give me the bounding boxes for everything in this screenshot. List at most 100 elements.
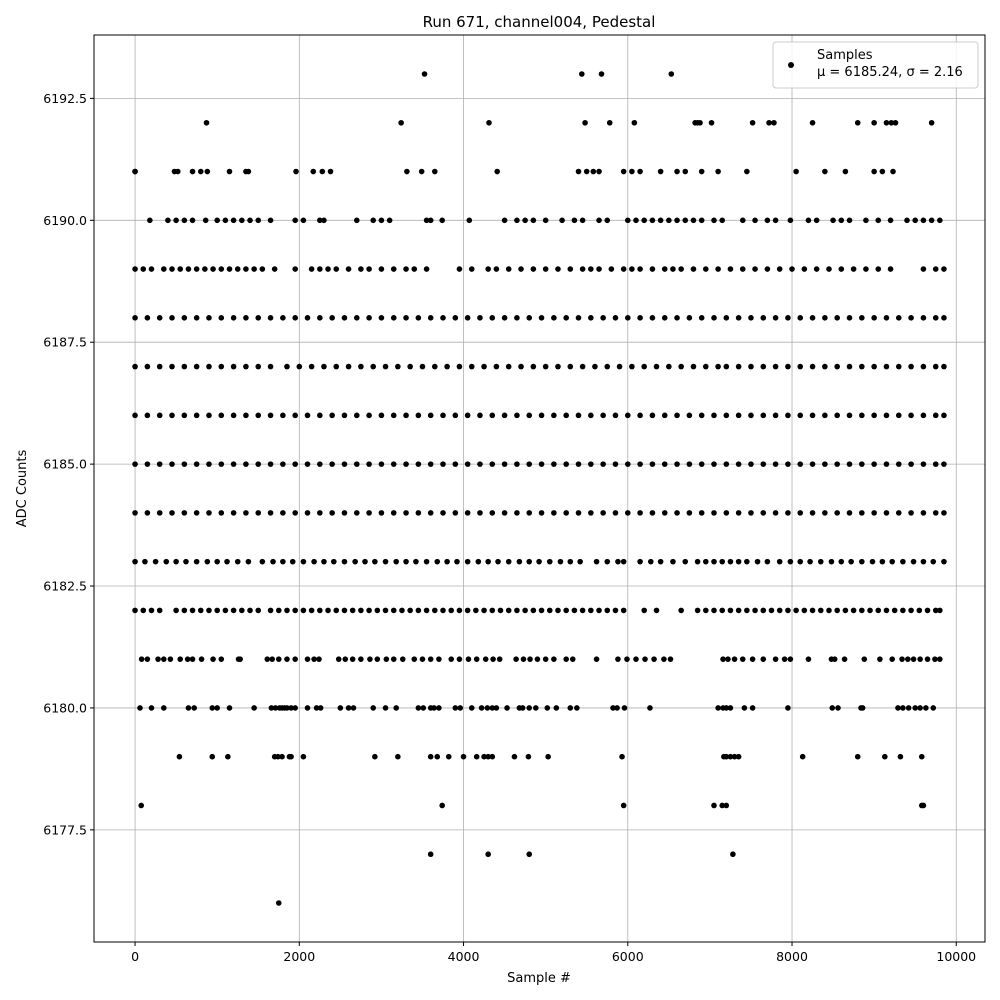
data-point <box>871 119 877 126</box>
data-point <box>920 558 927 565</box>
data-point <box>928 217 935 224</box>
data-point <box>908 461 914 467</box>
data-point <box>399 656 406 662</box>
data-point <box>423 558 430 565</box>
data-point <box>382 558 389 565</box>
chart-title: Run 671, channel004, Pedestal <box>423 13 656 31</box>
data-point <box>809 119 816 126</box>
data-point <box>144 412 151 419</box>
data-point <box>403 266 409 272</box>
data-point <box>624 461 631 467</box>
data-point <box>267 412 274 419</box>
data-point <box>809 607 816 614</box>
data-point <box>404 168 410 175</box>
data-point <box>464 315 471 321</box>
data-point <box>653 607 660 614</box>
data-point <box>620 802 627 809</box>
data-point <box>637 266 643 272</box>
data-point <box>403 558 409 565</box>
data-point <box>649 510 656 516</box>
data-point <box>621 705 628 711</box>
data-point <box>407 363 413 370</box>
data-point <box>148 705 155 711</box>
data-point <box>588 315 594 321</box>
data-point <box>735 510 742 516</box>
data-point <box>698 315 705 321</box>
data-point <box>501 461 508 467</box>
data-point <box>329 412 335 419</box>
data-point <box>674 412 680 419</box>
data-point <box>466 217 473 224</box>
data-point <box>329 461 335 467</box>
data-point <box>292 656 298 662</box>
data-point <box>452 412 459 419</box>
data-point <box>423 217 430 224</box>
data-point <box>292 510 298 516</box>
data-point <box>760 461 767 467</box>
data-point <box>415 315 422 321</box>
data-point <box>879 558 886 565</box>
data-point <box>144 315 151 321</box>
data-point <box>398 119 404 126</box>
data-point <box>272 705 279 711</box>
data-point <box>551 315 557 321</box>
data-point <box>452 315 459 321</box>
data-point <box>749 705 756 711</box>
data-point <box>670 558 676 565</box>
data-point <box>225 753 231 760</box>
data-point <box>163 558 170 565</box>
data-point <box>234 266 241 272</box>
data-point <box>711 802 717 809</box>
data-point <box>542 266 549 272</box>
data-point <box>193 558 200 565</box>
data-point <box>370 363 377 370</box>
data-point <box>304 461 311 467</box>
data-point <box>317 217 323 224</box>
data-point <box>403 510 409 516</box>
data-point <box>366 607 372 614</box>
data-point <box>293 168 299 175</box>
data-point <box>785 315 791 321</box>
data-point <box>754 558 761 565</box>
data-point <box>193 461 200 467</box>
data-point <box>431 705 437 711</box>
legend[interactable]: Samples μ = 6185.24, σ = 2.16 <box>772 41 979 89</box>
data-point <box>559 217 565 224</box>
data-point <box>268 705 275 711</box>
data-point <box>349 607 356 614</box>
data-point <box>353 315 360 321</box>
data-point <box>481 607 487 614</box>
data-point <box>313 705 320 711</box>
data-point <box>477 412 483 419</box>
data-point <box>637 168 643 175</box>
data-point <box>719 607 726 614</box>
y-tick-label: 6187.5 <box>43 335 87 350</box>
data-point <box>649 412 656 419</box>
data-point <box>698 510 705 516</box>
data-point <box>787 217 794 224</box>
data-point <box>711 607 717 614</box>
data-point <box>608 266 615 272</box>
data-point <box>255 315 262 321</box>
data-point <box>785 705 791 711</box>
data-point <box>822 510 828 516</box>
data-point <box>807 558 813 565</box>
data-point <box>686 315 693 321</box>
data-point <box>345 266 352 272</box>
data-point <box>418 168 425 175</box>
data-point <box>908 510 914 516</box>
data-point <box>620 558 627 565</box>
data-point <box>378 217 385 224</box>
data-point <box>390 266 397 272</box>
data-point <box>553 705 560 711</box>
data-point <box>230 510 237 516</box>
data-point <box>206 607 212 614</box>
data-point <box>325 607 331 614</box>
data-point <box>661 412 668 419</box>
data-point <box>657 217 664 224</box>
data-point <box>920 217 927 224</box>
data-point <box>300 607 307 614</box>
data-point <box>932 363 939 370</box>
data-point <box>239 607 245 614</box>
data-point <box>895 461 902 467</box>
